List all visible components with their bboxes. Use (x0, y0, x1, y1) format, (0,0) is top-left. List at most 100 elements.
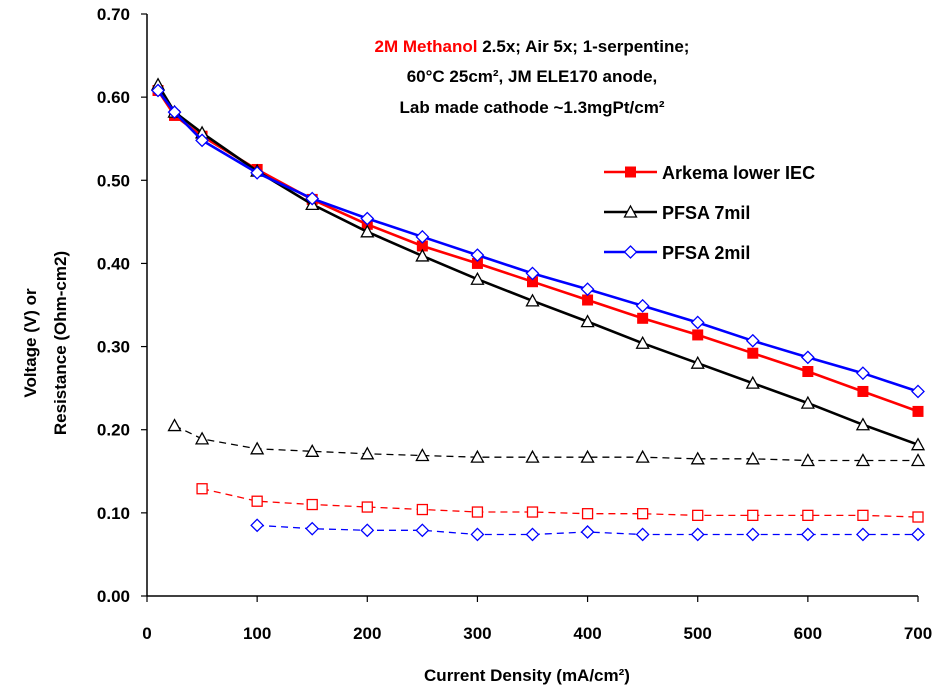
chart-title: 2M Methanol 2.5x; Air 5x; 1-serpentine; … (375, 37, 690, 117)
series-1 (152, 84, 924, 417)
data-point (635, 335, 650, 349)
data-point (416, 503, 429, 516)
data-point (305, 521, 320, 536)
series-line (156, 84, 919, 446)
x-tick-label: 300 (463, 624, 491, 643)
data-point (636, 508, 649, 520)
data-point (525, 527, 540, 542)
series-6 (250, 518, 925, 542)
data-point (167, 105, 182, 120)
data-point (692, 329, 704, 341)
x-tick-label: 0 (142, 624, 151, 643)
data-point (471, 506, 484, 518)
data-point (470, 248, 485, 263)
data-point (525, 266, 540, 281)
legend-label: PFSA 7mil (662, 203, 750, 223)
data-point (415, 229, 430, 244)
data-point (580, 525, 595, 539)
data-point (151, 83, 165, 98)
legend-entry: PFSA 7mil (604, 203, 750, 223)
data-point (306, 498, 318, 511)
data-point (912, 405, 924, 417)
data-point (305, 443, 320, 457)
data-point (745, 451, 760, 465)
data-point (856, 527, 870, 542)
data-point (305, 191, 320, 206)
series-4 (167, 418, 926, 467)
data-point (635, 527, 650, 542)
data-point (470, 449, 485, 463)
data-point (690, 315, 705, 330)
x-tick-label: 400 (573, 624, 601, 643)
data-point (856, 366, 870, 381)
data-point (690, 355, 705, 369)
data-point (802, 366, 814, 378)
title-line-2: 60°C 25cm², JM ELE170 anode, (407, 67, 658, 86)
series-2 (150, 77, 926, 451)
data-point (747, 347, 759, 359)
data-point (526, 506, 539, 518)
x-axis-title: Current Density (mA/cm²) (424, 666, 630, 685)
x-tick-label: 600 (794, 624, 822, 643)
legend-entry: PFSA 2mil (604, 243, 750, 263)
data-point (911, 527, 925, 542)
y-tick-label: 0.70 (97, 5, 130, 24)
data-point (635, 449, 650, 463)
y-tick-label: 0.20 (97, 421, 130, 440)
series-layer (150, 77, 926, 542)
legend-label: Arkema lower IEC (662, 163, 815, 183)
legend-marker (625, 166, 636, 178)
data-point (250, 165, 265, 180)
y-tick-label: 0.50 (97, 171, 130, 190)
title-line-1-text: 2.5x; Air 5x; 1-serpentine; (478, 37, 690, 56)
data-point (800, 453, 815, 467)
y-axis-title: Voltage (V) or Resistance (Ohm-cm2) (21, 251, 70, 435)
series-line (156, 89, 919, 393)
title-highlight: 2M Methanol (375, 37, 478, 56)
legend-entry: Arkema lower IEC (604, 163, 815, 183)
data-point (747, 509, 759, 522)
series-line (201, 488, 919, 518)
data-point (250, 518, 265, 533)
title-line-3: Lab made cathode ~1.3mgPt/cm² (400, 98, 665, 117)
data-point (800, 527, 815, 542)
data-point (580, 314, 595, 328)
data-point (581, 508, 594, 520)
data-point (855, 453, 871, 467)
data-point (580, 282, 595, 297)
data-point (910, 453, 926, 467)
y-axis-title-line-1: Voltage (V) or (21, 288, 40, 398)
data-point (911, 384, 925, 399)
y-axis-title-line-2: Resistance (Ohm-cm2) (51, 251, 70, 435)
y-tick-label: 0.40 (97, 254, 130, 273)
y-tick-label: 0.10 (97, 504, 130, 523)
data-point (690, 451, 705, 465)
data-point (360, 446, 375, 460)
data-point (361, 501, 373, 513)
data-point (470, 527, 485, 542)
data-point (912, 511, 924, 523)
series-line (174, 425, 918, 462)
data-point (582, 294, 594, 306)
data-point (360, 211, 375, 226)
y-tick-label: 0.00 (97, 587, 130, 606)
data-point (745, 375, 760, 389)
data-point (196, 483, 208, 495)
legend-label: PFSA 2mil (662, 243, 750, 263)
data-point (415, 523, 430, 538)
data-point (167, 418, 182, 432)
legend-marker (623, 204, 638, 218)
data-point (525, 449, 540, 463)
legend-marker (623, 245, 638, 259)
data-point (745, 527, 760, 542)
data-point (525, 293, 540, 307)
series-line (156, 89, 919, 413)
x-tick-label: 200 (353, 624, 381, 643)
x-tick-label: 700 (904, 624, 932, 643)
data-point (360, 224, 375, 238)
data-point (195, 133, 209, 148)
data-point (800, 395, 815, 409)
data-point (857, 509, 869, 522)
data-point (415, 248, 430, 262)
